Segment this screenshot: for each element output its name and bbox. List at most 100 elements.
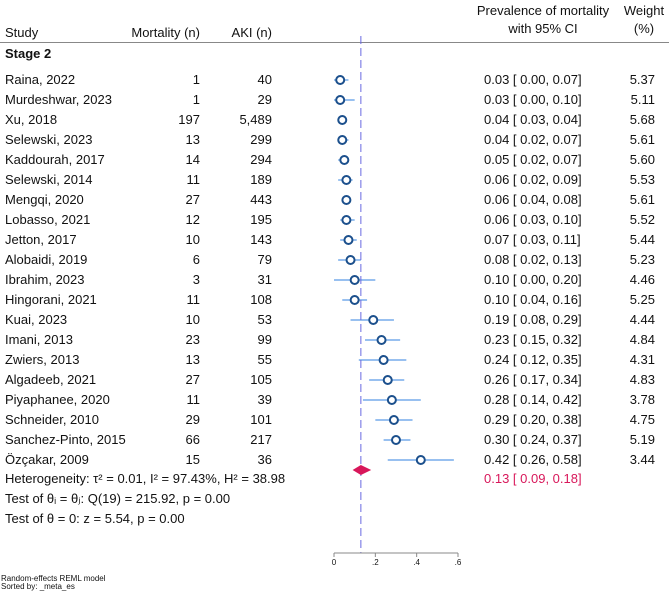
mortality-count: 10	[185, 232, 200, 247]
ci-text: 0.03 [ 0.00, 0.07]	[484, 72, 582, 87]
aki-count: 79	[257, 252, 272, 267]
ci-text: 0.06 [ 0.04, 0.08]	[484, 192, 582, 207]
point-estimate	[345, 255, 356, 265]
header-divider	[0, 42, 669, 43]
weight-value: 5.60	[629, 152, 655, 167]
point-estimate	[335, 95, 346, 105]
mortality-count: 29	[185, 412, 200, 427]
ci-text: 0.26 [ 0.17, 0.34]	[484, 372, 582, 387]
mortality-count: 11	[186, 172, 201, 187]
point-estimate	[337, 115, 348, 125]
header-weight-1: Weight	[623, 3, 665, 18]
mortality-count: 10	[185, 312, 200, 327]
point-estimate	[349, 275, 360, 285]
weight-value: 3.78	[629, 392, 655, 407]
footnote-sort: Sorted by: _meta_es	[1, 582, 75, 591]
mortality-count: 11	[186, 392, 201, 407]
weight-value: 4.84	[629, 332, 655, 347]
study-name: Schneider, 2010	[5, 412, 99, 427]
footnote-model: Random-effects REML model	[1, 574, 106, 583]
study-name: Kaddourah, 2017	[5, 152, 105, 167]
weight-value: 5.37	[629, 72, 655, 87]
aki-count: 31	[257, 272, 272, 287]
point-estimate	[391, 435, 401, 445]
point-estimate	[382, 375, 393, 385]
mortality-count: 1	[192, 92, 200, 107]
study-name: Raina, 2022	[5, 72, 76, 87]
aki-count: 443	[250, 192, 272, 207]
point-estimate	[341, 215, 352, 225]
weight-value: 5.11	[630, 92, 655, 107]
weight-value: 4.75	[629, 412, 655, 427]
study-name: Xu, 2018	[5, 112, 58, 127]
study-name: Selewski, 2023	[5, 132, 93, 147]
aki-count: 105	[250, 372, 272, 387]
weight-value: 4.44	[629, 312, 655, 327]
ci-text: 0.28 [ 0.14, 0.42]	[484, 392, 582, 407]
ci-text: 0.04 [ 0.03, 0.04]	[484, 112, 582, 127]
group-label: Stage 2	[5, 46, 52, 61]
mortality-count: 197	[178, 112, 200, 127]
study-name: Zwiers, 2013	[5, 352, 80, 367]
point-estimate	[341, 195, 352, 205]
mortality-count: 11	[186, 292, 201, 307]
ci-text: 0.23 [ 0.15, 0.32]	[484, 332, 582, 347]
weight-value: 5.61	[629, 192, 655, 207]
point-estimate	[343, 235, 354, 245]
x-tick-label: .2	[371, 558, 379, 567]
aki-count: 36	[257, 452, 272, 467]
study-name: Selewski, 2014	[5, 172, 93, 187]
aki-count: 55	[257, 352, 272, 367]
ci-text: 0.24 [ 0.12, 0.35]	[484, 352, 582, 367]
x-tick-label: .4	[413, 558, 420, 567]
weight-value: 5.52	[629, 212, 655, 227]
point-estimate	[386, 395, 397, 405]
mortality-count: 3	[192, 272, 200, 287]
header-prevalence-2: with 95% CI	[508, 21, 578, 36]
point-estimate	[376, 335, 387, 345]
weight-value: 4.83	[629, 372, 655, 387]
point-estimate	[341, 175, 352, 185]
ci-text: 0.03 [ 0.00, 0.10]	[484, 92, 582, 107]
x-tick-label: 0	[331, 558, 337, 567]
aki-count: 108	[250, 292, 272, 307]
study-name: Piyaphanee, 2020	[5, 392, 110, 407]
aki-count: 40	[257, 72, 272, 87]
aki-count: 101	[250, 412, 272, 427]
study-name: Hingorani, 2021	[5, 292, 97, 307]
aki-count: 195	[250, 212, 272, 227]
weight-value: 5.23	[629, 252, 655, 267]
study-name: Alobaidi, 2019	[5, 252, 88, 267]
aki-count: 5,489	[239, 112, 272, 127]
ci-text: 0.06 [ 0.02, 0.09]	[484, 172, 582, 187]
weight-value: 5.68	[629, 112, 655, 127]
overall-ci-text: 0.13 [ 0.09, 0.18]	[484, 471, 582, 486]
aki-count: 53	[257, 312, 272, 327]
study-name: Mengqi, 2020	[5, 192, 84, 207]
weight-value: 5.25	[629, 292, 655, 307]
weight-value: 5.61	[629, 132, 655, 147]
ci-text: 0.04 [ 0.02, 0.07]	[484, 132, 582, 147]
ci-text: 0.06 [ 0.03, 0.10]	[484, 212, 582, 227]
study-name: Jetton, 2017	[5, 232, 77, 247]
ci-text: 0.10 [ 0.04, 0.16]	[484, 292, 582, 307]
weight-value: 5.44	[629, 232, 655, 247]
point-estimate	[388, 415, 399, 425]
weight-value: 5.19	[629, 432, 655, 447]
mortality-count: 27	[185, 372, 200, 387]
study-name: Ibrahim, 2023	[5, 272, 85, 287]
aki-count: 294	[250, 152, 272, 167]
mortality-count: 12	[185, 212, 200, 227]
header-weight-2: (%)	[633, 21, 655, 36]
mortality-count: 66	[185, 432, 200, 447]
study-name: Özçakar, 2009	[5, 452, 89, 467]
mortality-count: 1	[192, 72, 200, 87]
header-aki: AKI (n)	[231, 25, 272, 40]
study-name: Murdeshwar, 2023	[5, 92, 112, 107]
weight-value: 5.53	[629, 172, 655, 187]
weight-value: 4.31	[629, 352, 655, 367]
heterogeneity-text: Heterogeneity: τ² = 0.01, I² = 97.43%, H…	[5, 471, 286, 486]
study-name: Kuai, 2023	[5, 312, 68, 327]
point-estimate	[339, 155, 350, 165]
